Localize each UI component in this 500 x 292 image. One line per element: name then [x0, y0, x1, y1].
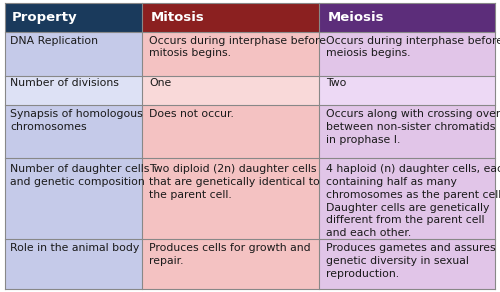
Text: Meiosis: Meiosis	[328, 11, 384, 24]
Text: Occurs during interphase before
meiosis begins.: Occurs during interphase before meiosis …	[326, 36, 500, 58]
FancyBboxPatch shape	[318, 3, 495, 32]
FancyBboxPatch shape	[142, 158, 318, 239]
FancyBboxPatch shape	[5, 32, 142, 76]
FancyBboxPatch shape	[142, 76, 318, 105]
Text: Number of daughter cells
and genetic composition: Number of daughter cells and genetic com…	[10, 164, 150, 187]
FancyBboxPatch shape	[318, 32, 495, 76]
FancyBboxPatch shape	[142, 3, 318, 32]
FancyBboxPatch shape	[5, 105, 142, 158]
Text: 4 haploid (n) daughter cells, each
containing half as many
chromosomes as the pa: 4 haploid (n) daughter cells, each conta…	[326, 164, 500, 238]
Text: Two diploid (2n) daughter cells
that are genetically identical to
the parent cel: Two diploid (2n) daughter cells that are…	[150, 164, 320, 200]
Text: Two: Two	[326, 78, 346, 88]
FancyBboxPatch shape	[318, 76, 495, 105]
Text: Role in the animal body: Role in the animal body	[10, 244, 140, 253]
FancyBboxPatch shape	[5, 239, 142, 289]
FancyBboxPatch shape	[142, 32, 318, 76]
Text: Occurs during interphase before
mitosis begins.: Occurs during interphase before mitosis …	[150, 36, 326, 58]
Text: DNA Replication: DNA Replication	[10, 36, 99, 46]
Text: Produces gametes and assures
genetic diversity in sexual
reproduction.: Produces gametes and assures genetic div…	[326, 244, 496, 279]
FancyBboxPatch shape	[5, 158, 142, 239]
FancyBboxPatch shape	[5, 76, 142, 105]
Text: Occurs along with crossing over
between non-sister chromatids
in prophase I.: Occurs along with crossing over between …	[326, 109, 500, 145]
FancyBboxPatch shape	[318, 239, 495, 289]
FancyBboxPatch shape	[318, 158, 495, 239]
FancyBboxPatch shape	[142, 239, 318, 289]
Text: One: One	[150, 78, 172, 88]
FancyBboxPatch shape	[5, 3, 142, 32]
Text: Mitosis: Mitosis	[151, 11, 205, 24]
Text: Synapsis of homologous
chromosomes: Synapsis of homologous chromosomes	[10, 109, 143, 132]
Text: Does not occur.: Does not occur.	[150, 109, 234, 119]
FancyBboxPatch shape	[318, 105, 495, 158]
Text: Number of divisions: Number of divisions	[10, 78, 120, 88]
Text: Property: Property	[12, 11, 78, 24]
FancyBboxPatch shape	[142, 105, 318, 158]
Text: Produces cells for growth and
repair.: Produces cells for growth and repair.	[150, 244, 311, 266]
